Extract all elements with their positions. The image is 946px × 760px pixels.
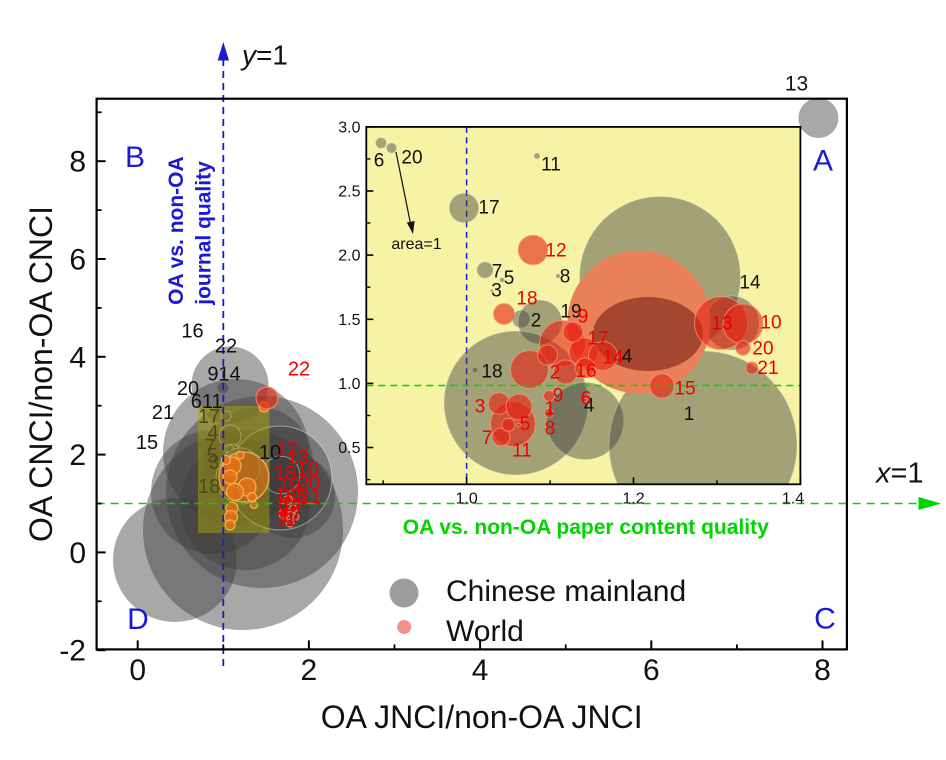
svg-text:0: 0: [69, 537, 86, 570]
svg-text:journal quality: journal quality: [193, 161, 216, 306]
svg-text:5: 5: [520, 414, 531, 435]
svg-text:20: 20: [298, 473, 320, 495]
svg-text:3.0: 3.0: [338, 119, 360, 136]
svg-text:World: World: [446, 615, 524, 648]
svg-text:20: 20: [177, 378, 199, 400]
svg-text:2: 2: [531, 311, 542, 332]
svg-text:11: 11: [541, 155, 561, 176]
svg-text:9: 9: [553, 386, 564, 407]
svg-text:11: 11: [512, 441, 532, 462]
svg-text:1.4: 1.4: [782, 491, 804, 508]
svg-text:OA JNCI/non-OA JNCI: OA JNCI/non-OA JNCI: [321, 699, 643, 735]
svg-text:3: 3: [208, 452, 219, 474]
svg-text:C: C: [814, 603, 836, 636]
svg-text:7: 7: [492, 262, 503, 283]
svg-text:17: 17: [587, 329, 608, 350]
svg-text:14: 14: [602, 348, 624, 369]
svg-text:1.0: 1.0: [338, 376, 360, 393]
svg-text:22: 22: [288, 359, 310, 381]
svg-text:2: 2: [301, 654, 318, 687]
svg-text:5: 5: [504, 268, 515, 289]
svg-text:2.5: 2.5: [338, 183, 360, 200]
svg-text:3: 3: [475, 397, 486, 418]
svg-text:0.5: 0.5: [338, 440, 360, 457]
svg-text:2: 2: [550, 363, 561, 384]
svg-text:OA vs. non-OA: OA vs. non-OA: [165, 156, 188, 305]
svg-text:4: 4: [207, 422, 218, 444]
svg-text:20: 20: [752, 339, 773, 360]
svg-text:21: 21: [299, 486, 321, 508]
svg-text:18: 18: [481, 362, 502, 383]
svg-text:4: 4: [622, 347, 633, 368]
svg-text:21: 21: [152, 402, 174, 424]
svg-text:1: 1: [684, 404, 695, 425]
svg-text:D: D: [127, 603, 149, 636]
svg-text:x=1: x=1: [874, 458, 924, 490]
svg-text:area=1: area=1: [391, 236, 441, 253]
svg-text:0: 0: [129, 654, 146, 687]
svg-text:1.5: 1.5: [338, 312, 360, 329]
svg-text:4: 4: [584, 396, 595, 417]
svg-text:611: 611: [191, 391, 223, 413]
svg-text:2: 2: [69, 439, 86, 472]
svg-text:Chinese mainland: Chinese mainland: [446, 575, 686, 608]
svg-text:21: 21: [757, 358, 778, 379]
svg-text:18: 18: [274, 463, 296, 485]
svg-text:8: 8: [560, 267, 571, 288]
svg-text:10: 10: [760, 313, 781, 334]
svg-text:13: 13: [287, 447, 309, 469]
svg-text:10: 10: [297, 459, 319, 481]
svg-text:3: 3: [491, 281, 502, 302]
svg-text:16: 16: [575, 361, 596, 382]
svg-text:10: 10: [259, 442, 281, 464]
svg-text:13: 13: [711, 314, 732, 335]
svg-text:8: 8: [545, 419, 556, 440]
svg-text:17: 17: [198, 406, 220, 428]
svg-text:1: 1: [545, 399, 556, 420]
svg-text:14: 14: [280, 494, 302, 516]
svg-text:11: 11: [276, 509, 297, 531]
svg-text:7: 7: [204, 436, 215, 458]
svg-text:12: 12: [545, 241, 566, 262]
svg-text:-2: -2: [59, 635, 86, 668]
svg-text:17: 17: [478, 198, 499, 219]
svg-text:B: B: [125, 141, 145, 174]
svg-text:2.0: 2.0: [338, 248, 360, 265]
svg-text:12: 12: [276, 439, 298, 461]
svg-text:19: 19: [278, 474, 300, 496]
svg-text:7: 7: [482, 428, 493, 449]
svg-text:19: 19: [560, 302, 581, 323]
svg-text:17: 17: [279, 505, 301, 527]
svg-text:16: 16: [181, 321, 203, 343]
svg-text:14: 14: [739, 273, 761, 294]
svg-text:914: 914: [207, 364, 240, 386]
svg-text:8: 8: [814, 654, 831, 687]
svg-text:4: 4: [69, 341, 86, 374]
svg-text:15: 15: [674, 379, 695, 400]
svg-text:6: 6: [643, 654, 660, 687]
svg-text:OA vs. non-OA paper content qu: OA vs. non-OA paper content quality: [403, 516, 769, 539]
svg-text:1.2: 1.2: [622, 491, 644, 508]
svg-text:8: 8: [69, 146, 86, 179]
svg-text:15: 15: [136, 432, 158, 454]
svg-text:6: 6: [581, 389, 592, 410]
svg-text:22: 22: [215, 336, 237, 358]
svg-text:9: 9: [277, 498, 288, 520]
svg-text:y=1: y=1: [240, 40, 288, 71]
svg-text:20: 20: [401, 148, 422, 169]
svg-text:6: 6: [69, 244, 86, 277]
svg-text:5: 5: [206, 445, 217, 467]
svg-text:13: 13: [785, 73, 808, 96]
svg-text:16: 16: [275, 485, 297, 507]
svg-text:6: 6: [374, 151, 385, 172]
svg-text:5: 5: [296, 486, 307, 508]
svg-text:9: 9: [578, 307, 589, 328]
svg-text:A: A: [813, 145, 833, 178]
svg-text:OA CNCI/non-OA CNCI: OA CNCI/non-OA CNCI: [23, 206, 59, 542]
svg-text:4: 4: [472, 654, 489, 687]
svg-text:1.0: 1.0: [455, 491, 477, 508]
svg-text:18: 18: [516, 289, 537, 310]
svg-text:18: 18: [198, 476, 220, 498]
